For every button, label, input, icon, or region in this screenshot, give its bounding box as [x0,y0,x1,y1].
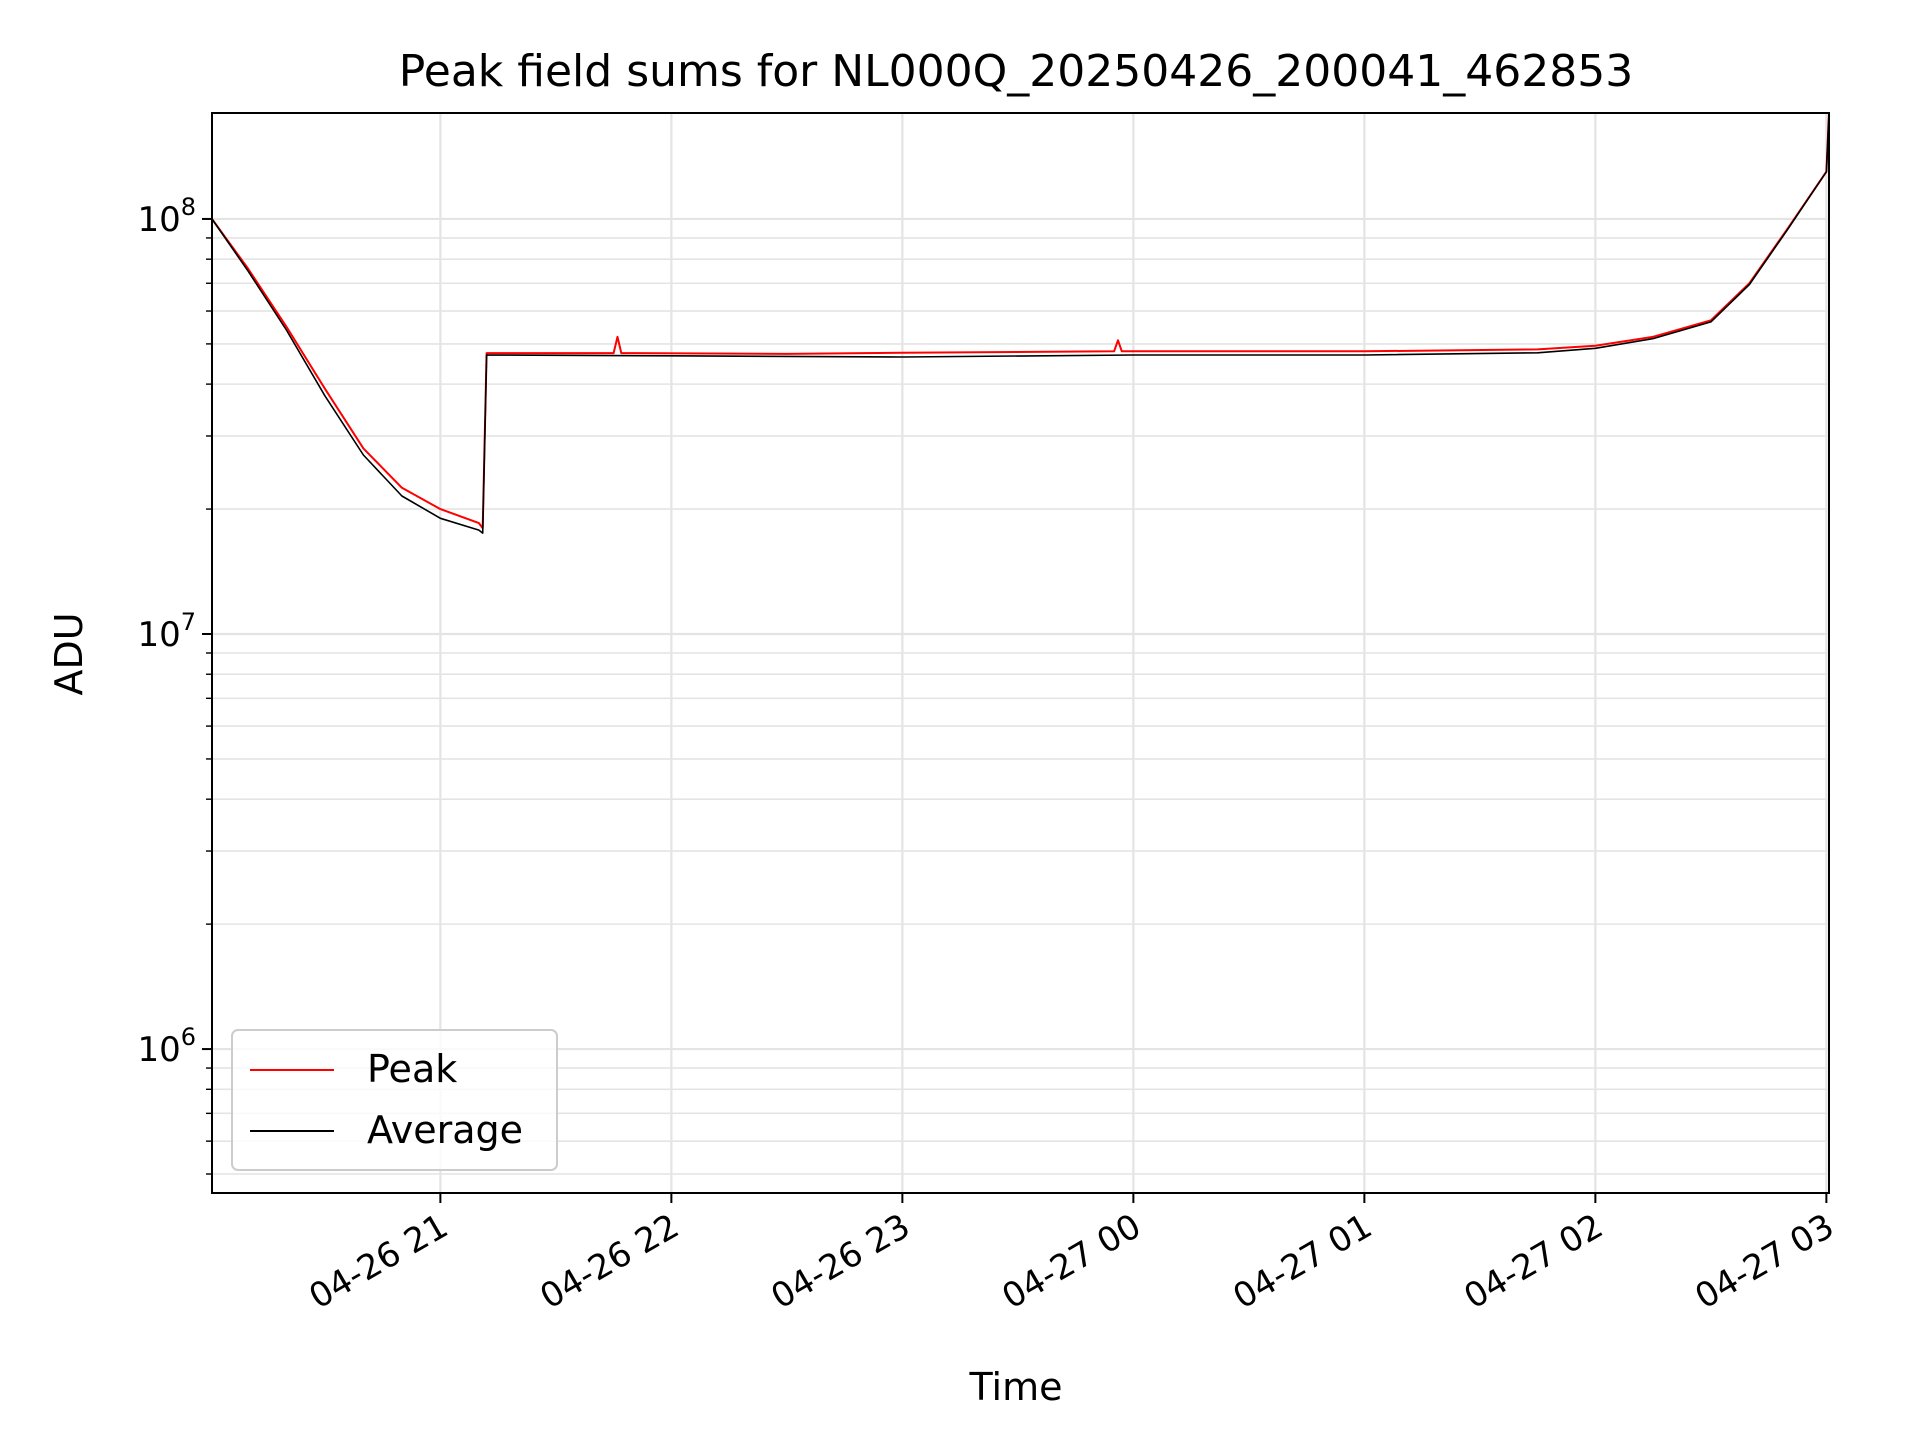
y-axis-label: ADU [47,612,91,695]
legend-box [231,1029,558,1171]
series-lines [211,112,1830,534]
legend-label-average: Average [367,1108,523,1152]
y-tick-base: 10 [137,615,180,655]
series-line-peak [211,112,1830,530]
chart-title: Peak field sums for NL000Q_20250426_2000… [399,46,1633,97]
y-tick-exponent: 8 [181,193,196,221]
y-tick-label: 106 [137,1023,196,1070]
y-tick-exponent: 7 [181,608,196,636]
x-axis-label: Time [969,1365,1063,1409]
y-tick-label: 108 [137,193,196,240]
legend-label-peak: Peak [367,1047,457,1091]
y-tick-label: 107 [137,608,196,655]
legend: Peak Average [231,1029,558,1171]
y-tick-exponent: 6 [181,1023,196,1051]
y-tick-base: 10 [137,200,180,240]
y-tick-base: 10 [137,1030,180,1070]
series-line-average [211,112,1830,534]
